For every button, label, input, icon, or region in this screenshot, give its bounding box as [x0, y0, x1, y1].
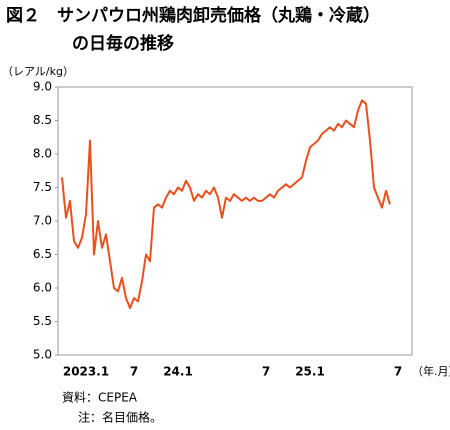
y-tick-label: 5.5	[33, 314, 52, 328]
y-tick-label: 8.5	[33, 113, 52, 127]
x-tick-label: 2023.1	[63, 365, 109, 379]
source: 資料：CEPEA	[62, 391, 138, 405]
x-tick-label: 7	[262, 365, 270, 379]
x-tick-label: 7	[130, 365, 138, 379]
y-tick-label: 5.0	[33, 348, 52, 362]
x-tick-label: 25.1	[295, 365, 325, 379]
x-tick-label: 7	[394, 365, 402, 379]
y-tick-label: 9.0	[33, 80, 52, 94]
x-tick-label: 24.1	[163, 365, 193, 379]
y-tick-label: 7.5	[33, 180, 52, 194]
chart-title: の日毎の推移	[72, 33, 174, 54]
y-unit: （レアル/kg）	[2, 65, 74, 78]
chart-title: 図２ サンパウロ州鶏肉卸売価格（丸鶏・冷蔵）	[6, 5, 380, 26]
note: 注：名目価格。	[78, 410, 162, 425]
data-line	[61, 99, 391, 310]
y-tick-label: 7.0	[33, 214, 52, 228]
y-tick-label: 6.0	[33, 281, 52, 295]
y-tick-label: 8.0	[33, 147, 52, 161]
plot-frame	[57, 86, 413, 356]
y-tick-label: 6.5	[33, 247, 52, 261]
x-unit: （年.月）	[412, 364, 450, 378]
